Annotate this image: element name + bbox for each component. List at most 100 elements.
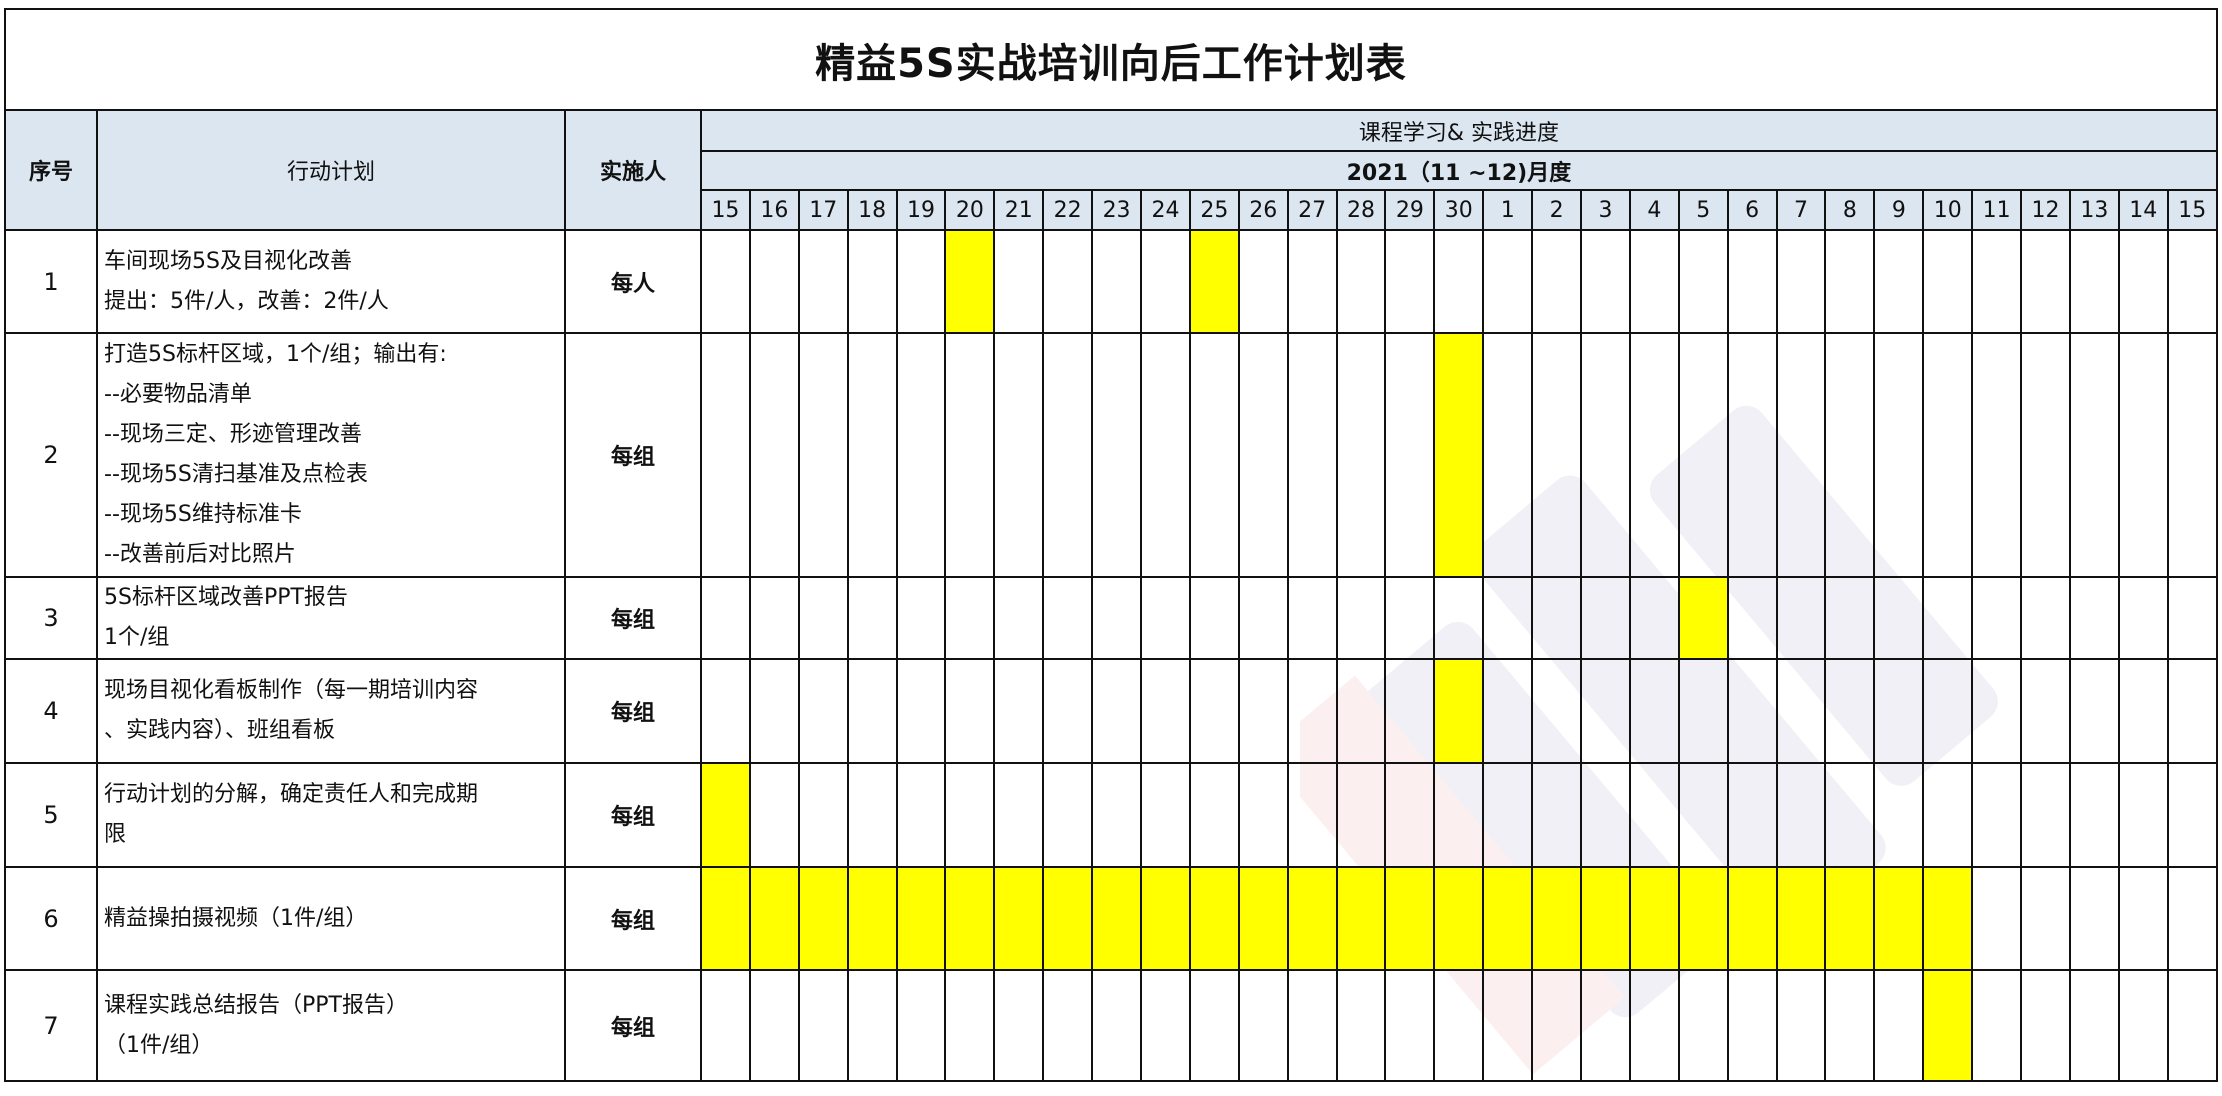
schedule-cell[interactable] [1335, 576, 1387, 660]
schedule-cell[interactable] [1335, 762, 1387, 868]
schedule-cell[interactable] [993, 658, 1045, 764]
schedule-cell[interactable] [2068, 332, 2120, 578]
schedule-cell[interactable] [1824, 969, 1876, 1082]
schedule-cell[interactable] [1140, 658, 1191, 764]
schedule-cell[interactable] [1775, 332, 1827, 578]
schedule-cell[interactable] [1971, 332, 2023, 578]
schedule-cell-marked[interactable] [1091, 866, 1143, 971]
schedule-cell[interactable] [895, 969, 947, 1082]
schedule-cell[interactable] [895, 332, 947, 578]
schedule-cell-marked[interactable] [1188, 229, 1240, 334]
schedule-cell[interactable] [944, 762, 996, 868]
schedule-cell[interactable] [1482, 762, 1534, 868]
schedule-cell-marked[interactable] [1873, 866, 1925, 971]
schedule-cell[interactable] [797, 762, 849, 868]
schedule-cell-marked[interactable] [944, 229, 996, 334]
schedule-cell[interactable] [1433, 229, 1485, 334]
schedule-cell-marked[interactable] [1726, 866, 1778, 971]
schedule-cell[interactable] [1580, 332, 1631, 578]
schedule-cell-marked[interactable] [1775, 866, 1827, 971]
schedule-cell[interactable] [1042, 332, 1094, 578]
schedule-cell[interactable] [2020, 762, 2071, 868]
schedule-cell[interactable] [2166, 332, 2218, 578]
schedule-cell[interactable] [1042, 969, 1094, 1082]
schedule-cell[interactable] [1628, 576, 1680, 660]
schedule-cell[interactable] [1677, 969, 1729, 1082]
schedule-cell[interactable] [1042, 658, 1094, 764]
schedule-cell[interactable] [797, 229, 849, 334]
schedule-cell[interactable] [797, 658, 849, 764]
schedule-cell-marked[interactable] [1384, 866, 1436, 971]
schedule-cell-marked[interactable] [1433, 658, 1485, 764]
schedule-cell[interactable] [1335, 658, 1387, 764]
schedule-cell[interactable] [1091, 658, 1143, 764]
schedule-cell[interactable] [1237, 658, 1289, 764]
schedule-cell[interactable] [1091, 229, 1143, 334]
schedule-cell[interactable] [2068, 762, 2120, 868]
schedule-cell[interactable] [700, 332, 751, 578]
schedule-cell[interactable] [895, 576, 947, 660]
schedule-cell[interactable] [1775, 762, 1827, 868]
schedule-cell[interactable] [1971, 576, 2023, 660]
schedule-cell[interactable] [1482, 332, 1534, 578]
schedule-cell[interactable] [895, 229, 947, 334]
schedule-cell-marked[interactable] [1140, 866, 1191, 971]
schedule-cell[interactable] [846, 969, 898, 1082]
schedule-cell[interactable] [1091, 576, 1143, 660]
schedule-cell[interactable] [2020, 229, 2071, 334]
schedule-cell-marked[interactable] [700, 866, 751, 971]
schedule-cell[interactable] [1237, 576, 1289, 660]
schedule-cell[interactable] [1384, 969, 1436, 1082]
schedule-cell[interactable] [1922, 576, 1974, 660]
schedule-cell[interactable] [1384, 229, 1436, 334]
schedule-cell[interactable] [2068, 866, 2120, 971]
schedule-cell-marked[interactable] [993, 866, 1045, 971]
schedule-cell[interactable] [1824, 658, 1876, 764]
schedule-cell[interactable] [944, 332, 996, 578]
schedule-cell[interactable] [993, 229, 1045, 334]
schedule-cell[interactable] [1922, 229, 1974, 334]
schedule-cell-marked[interactable] [895, 866, 947, 971]
schedule-cell[interactable] [846, 576, 898, 660]
schedule-cell[interactable] [1726, 332, 1778, 578]
schedule-cell[interactable] [993, 762, 1045, 868]
schedule-cell[interactable] [1531, 658, 1583, 764]
schedule-cell[interactable] [1188, 332, 1240, 578]
schedule-cell[interactable] [1384, 576, 1436, 660]
schedule-cell[interactable] [2020, 969, 2071, 1082]
schedule-cell-marked[interactable] [1482, 866, 1534, 971]
schedule-cell[interactable] [1140, 332, 1191, 578]
schedule-cell-marked[interactable] [1677, 866, 1729, 971]
schedule-cell[interactable] [1726, 576, 1778, 660]
schedule-cell-marked[interactable] [1188, 866, 1240, 971]
schedule-cell[interactable] [1482, 969, 1534, 1082]
schedule-cell[interactable] [1433, 762, 1485, 868]
schedule-cell-marked[interactable] [797, 866, 849, 971]
schedule-cell-marked[interactable] [1237, 866, 1289, 971]
schedule-cell[interactable] [1824, 332, 1876, 578]
schedule-cell[interactable] [1482, 229, 1534, 334]
schedule-cell-marked[interactable] [1922, 866, 1974, 971]
schedule-cell[interactable] [1042, 762, 1094, 868]
schedule-cell[interactable] [1922, 658, 1974, 764]
schedule-cell[interactable] [846, 658, 898, 764]
schedule-cell[interactable] [2020, 658, 2071, 764]
schedule-cell[interactable] [1971, 762, 2023, 868]
schedule-cell[interactable] [1677, 229, 1729, 334]
schedule-cell[interactable] [1971, 969, 2023, 1082]
schedule-cell[interactable] [1580, 576, 1631, 660]
schedule-cell[interactable] [1677, 332, 1729, 578]
schedule-cell[interactable] [2020, 866, 2071, 971]
schedule-cell[interactable] [1531, 969, 1583, 1082]
schedule-cell[interactable] [1335, 969, 1387, 1082]
schedule-cell[interactable] [1775, 969, 1827, 1082]
schedule-cell[interactable] [1140, 576, 1191, 660]
schedule-cell[interactable] [1433, 969, 1485, 1082]
schedule-cell[interactable] [993, 576, 1045, 660]
schedule-cell[interactable] [2020, 332, 2071, 578]
schedule-cell[interactable] [1286, 332, 1338, 578]
schedule-cell[interactable] [1580, 658, 1631, 764]
schedule-cell[interactable] [1726, 229, 1778, 334]
schedule-cell-marked[interactable] [846, 866, 898, 971]
schedule-cell[interactable] [1335, 332, 1387, 578]
